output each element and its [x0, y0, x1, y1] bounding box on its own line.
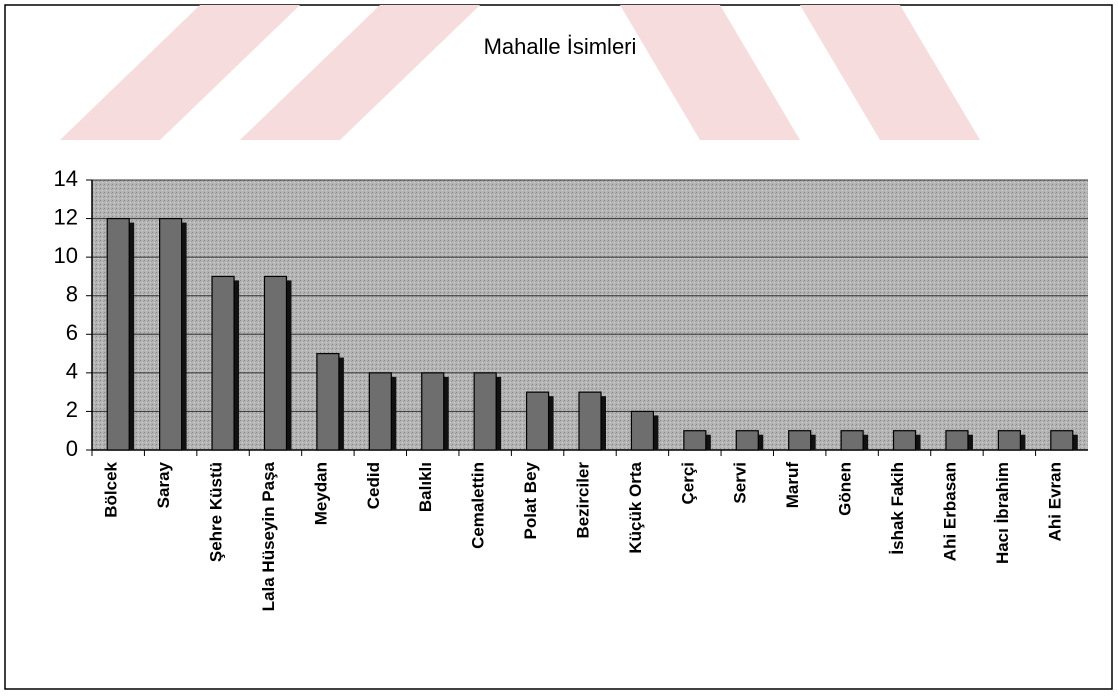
x-tick-label: Küçük Orta	[626, 461, 645, 553]
x-tick-label: Lala Hüseyin Paşa	[259, 461, 278, 611]
x-tick-label: İshak Fakih	[888, 462, 907, 555]
bar	[473, 372, 497, 451]
bar	[368, 372, 392, 451]
bar	[945, 430, 969, 451]
watermark	[60, 5, 980, 140]
bar	[735, 430, 759, 451]
bar	[316, 352, 340, 451]
y-tick-label: 14	[54, 166, 78, 191]
x-tick-label: Balıklı	[416, 462, 435, 512]
x-tick-label: Bezirciler	[573, 462, 592, 539]
x-tick-label: Cemalettin	[469, 462, 488, 549]
x-tick-label: Meydan	[311, 462, 330, 525]
bar	[1050, 430, 1074, 451]
x-tick-label: Cedid	[364, 462, 383, 509]
bar	[630, 410, 655, 451]
chart-title: Mahalle İsimleri	[484, 34, 637, 59]
bar	[840, 430, 864, 451]
bar	[211, 275, 235, 451]
y-tick-label: 6	[66, 320, 78, 345]
y-tick-label: 10	[54, 243, 78, 268]
y-tick-label: 4	[66, 359, 78, 384]
bar	[997, 430, 1021, 451]
bar	[159, 217, 183, 451]
y-tick-label: 0	[66, 436, 78, 461]
bar	[683, 430, 707, 451]
x-tick-label: Ahi Evran	[1045, 462, 1064, 541]
bar	[525, 391, 550, 451]
x-tick-label: Ahi Erbasan	[940, 462, 959, 561]
x-tick-label: Bölcek	[102, 461, 121, 517]
x-tick-label: Gönen	[836, 462, 855, 516]
bar	[421, 372, 445, 451]
x-tick-label: Hacı İbrahim	[993, 462, 1012, 564]
x-tick-label: Şehre Küstü	[207, 462, 226, 562]
y-tick-label: 12	[54, 204, 78, 229]
x-tick-label: Maruf	[783, 462, 802, 509]
bar	[106, 217, 130, 451]
x-tick-label: Servi	[731, 462, 750, 504]
bar	[788, 430, 812, 451]
bar	[578, 391, 602, 451]
x-tick-label: Saray	[154, 461, 173, 508]
y-tick-label: 8	[66, 282, 78, 307]
x-tick-label: Çerçi	[678, 462, 697, 505]
y-tick-label: 2	[66, 397, 78, 422]
bar	[892, 430, 917, 451]
x-tick-label: Polat Bey	[521, 461, 540, 539]
bar	[263, 275, 288, 451]
